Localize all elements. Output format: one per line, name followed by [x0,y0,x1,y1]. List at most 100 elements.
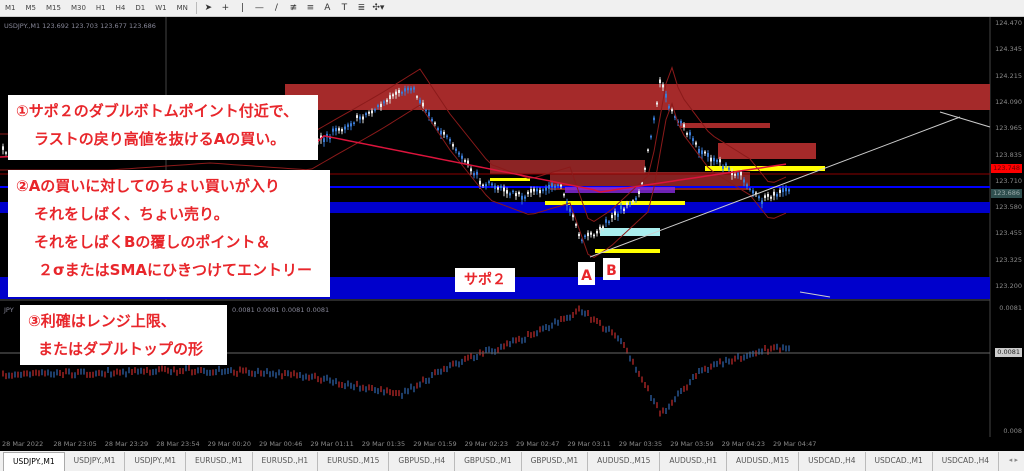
time-axis: 28 Mar 2022 28 Mar 23:05 28 Mar 23:29 28 Ma… [0,437,1024,451]
candle-body [602,226,604,229]
timeframe-h1[interactable]: H1 [95,4,106,12]
candle-body [332,128,334,132]
time-axis-label: 29 Mar 01:11 [310,440,354,448]
fibonacci-icon[interactable]: ≡ [306,3,315,13]
candle-body [704,151,706,154]
cursor-icon[interactable]: ➤ [204,3,213,13]
tab-scroll-arrows[interactable]: ◂ ▸ [1008,456,1018,464]
time-axis-label: 29 Mar 04:47 [773,440,817,448]
text-label-icon[interactable]: T [341,3,348,13]
candle-body [782,188,784,193]
indicator-axis-top: 0.0081 [999,304,1022,312]
label-a: A [578,262,595,285]
chart-tab[interactable]: GBPUSD.,H4 [389,452,456,471]
channel-icon[interactable]: ≢ [289,3,298,13]
crosshair-icon[interactable]: + [221,3,230,13]
candle-body [518,192,520,195]
candle-body [413,87,415,90]
timeframe-m15[interactable]: M15 [46,4,61,12]
time-axis-label: 28 Mar 23:05 [53,440,97,448]
timeframe-w1[interactable]: W1 [155,4,167,12]
candle-body [701,150,703,155]
candle-body [746,184,748,187]
chart-tab[interactable]: EURUSD.,M1 [186,452,253,471]
candle-body [767,193,769,197]
shapes-icon[interactable]: ✣▾ [372,3,385,13]
candle-body [764,195,766,198]
candle-body [626,202,628,206]
annotation-note-3: ③利確はレンジ上限、 またはダブルトップの形 [20,305,227,365]
candle-body [512,190,514,193]
chart-tab[interactable]: GBPUSD.,M1 [522,452,589,471]
candle-body [437,128,439,131]
resistance-zone [718,143,816,159]
candle-body [671,109,673,112]
time-axis-label: 29 Mar 03:35 [618,440,663,448]
candle-body [689,132,691,136]
text-icon[interactable]: A [324,3,331,13]
candle-body [488,181,490,184]
candle-body [776,194,778,197]
timeframe-m30[interactable]: M30 [70,4,86,12]
candle-body [389,95,391,99]
chart-tab[interactable]: USDCAD.,H4 [799,452,866,471]
chart-tab[interactable]: USDCAD.,M1 [866,452,933,471]
price-axis-label: 123.965 [995,124,1022,133]
chart-tab[interactable]: USDJPY.,M1 [125,452,187,471]
yellow-level [490,178,530,181]
candle-body [785,187,787,192]
vertical-line-icon[interactable]: | [240,3,244,13]
candle-body [740,171,742,176]
candle-body [374,108,376,111]
timeframe-h4[interactable]: H4 [115,4,126,12]
candle-body [527,191,529,195]
candle-body [713,157,715,162]
candle-body [350,123,352,127]
candle-body [425,109,427,112]
candle-body [347,124,349,127]
candle-body [521,195,523,200]
note2-line: それをしばく、ちょい売り。 [34,205,229,223]
chart-tab[interactable]: GBPUSD.,M1 [455,452,522,471]
timeframe-mn[interactable]: MN [176,4,188,12]
timeframe-m1[interactable]: M1 [5,4,16,12]
candle-body [665,93,667,98]
note3-line: またはダブルトップの形 [38,340,204,358]
candle-body [530,189,532,193]
candle-body [722,166,724,169]
candle-body [353,122,355,124]
horizontal-line-icon[interactable]: — [254,3,264,13]
note1-line: ラストの戻り高値を抜けるAの買い。 [34,130,286,148]
candle-body [509,193,511,196]
time-axis-label: 28 Mar 23:29 [104,440,149,448]
candle-body [752,190,754,194]
candle-body [605,219,607,223]
chart-tab[interactable]: AUDUSD.,M15 [588,452,661,471]
timeframe-d1[interactable]: D1 [135,4,146,12]
chart-tab[interactable]: USDCAD.,H4 [933,452,1000,471]
chart-tab[interactable]: EURUSD.,H1 [253,452,319,471]
candle-body [731,171,733,176]
price-axis-label: 123.580 [995,203,1022,212]
candle-body [539,189,541,194]
trendline-icon[interactable]: / [274,3,278,13]
candle-body [485,184,487,187]
fibo-fan-icon[interactable]: ≣ [357,3,366,13]
purple-zone [565,187,675,193]
chart-tab[interactable]: AUDUSD.,M15 [727,452,800,471]
time-axis-label: 29 Mar 03:11 [567,440,611,448]
chart-tab[interactable]: EURUSD.,M15 [318,452,390,471]
chart-tab[interactable]: USDJPY.,M1 [65,452,126,471]
price-axis-label: 124.345 [995,45,1022,54]
time-axis-label: 29 Mar 01:59 [413,440,457,448]
chart-tab[interactable]: AUDUSD.,H1 [660,452,727,471]
chart-tab[interactable]: USDJPY.,M1 [3,452,65,471]
yellow-level [705,166,825,171]
timeframe-m5[interactable]: M5 [25,4,37,12]
candle-body [428,112,430,117]
candle-body [554,185,556,188]
candle-body [443,131,445,135]
candle-body [617,213,619,217]
chart-window[interactable]: USDJPY.,M1 123.692 123.703 123.677 123.6… [0,17,1024,437]
candle-body [356,115,358,118]
